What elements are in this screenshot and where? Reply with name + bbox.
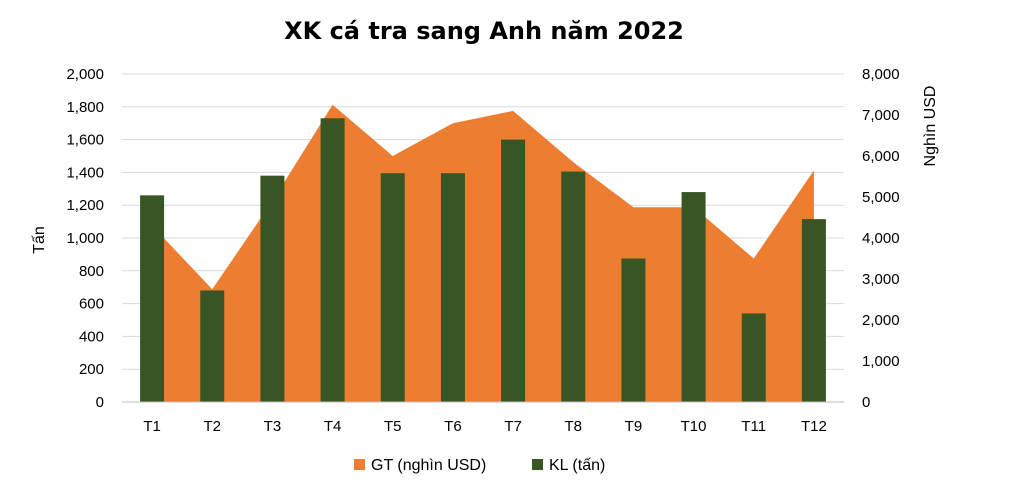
right-tick-label: 1,000 [862, 353, 900, 370]
right-tick-label: 5,000 [862, 189, 900, 206]
x-tick-label: T10 [681, 418, 707, 435]
right-tick-label: 2,000 [862, 312, 900, 329]
x-tick-label: T9 [625, 418, 643, 435]
right-tick-label: 7,000 [862, 107, 900, 124]
legend-label: KL (tấn) [549, 457, 605, 474]
left-tick-label: 800 [79, 263, 104, 280]
right-tick-label: 4,000 [862, 230, 900, 247]
legend: GT (nghìn USD) KL (tấn) [354, 457, 605, 474]
legend-swatch [532, 459, 543, 470]
x-tick-label: T5 [384, 418, 402, 435]
bar-kl [440, 173, 465, 402]
area-series-gt [152, 104, 814, 402]
bar-kl [380, 173, 405, 402]
left-tick-label: 400 [79, 328, 104, 345]
x-tick-label: T11 [741, 418, 766, 435]
chart-title: XK cá tra sang Anh năm 2022 [284, 17, 684, 45]
x-axis: T1 T2 T3 T4 T5 T6 T7 T8 T9 T10 T11 T12 [122, 401, 844, 435]
bar-kl [200, 290, 225, 402]
x-tick-label: T8 [564, 418, 582, 435]
left-axis-title: Tấn [31, 226, 48, 254]
right-axis-title: Nghìn USD [922, 86, 939, 167]
left-tick-label: 200 [79, 361, 104, 378]
left-tick-label: 1,600 [66, 132, 104, 149]
x-tick-label: T6 [444, 418, 462, 435]
bar-series-layer [140, 118, 826, 402]
left-tick-label: 0 [96, 394, 104, 411]
area-series-layer [152, 104, 814, 402]
x-tick-label: T2 [203, 418, 221, 435]
right-tick-label: 6,000 [862, 148, 900, 165]
right-tick-label: 3,000 [862, 271, 900, 288]
left-axis: 0 200 400 600 800 1,000 1,200 1,400 1,600 1,800 2,… [66, 66, 104, 411]
bar-kl [561, 171, 586, 402]
bar-kl [681, 192, 706, 402]
legend-swatch [354, 459, 365, 470]
bar-kl [140, 195, 165, 402]
bar-kl [801, 219, 826, 402]
legend-label: GT (nghìn USD) [371, 457, 486, 474]
right-tick-label: 8,000 [862, 66, 900, 83]
left-tick-label: 1,400 [66, 164, 104, 181]
left-tick-label: 600 [79, 296, 104, 313]
x-tick-label: T12 [801, 418, 827, 435]
left-tick-label: 1,800 [66, 99, 104, 116]
bar-kl [741, 313, 766, 402]
x-tick-label: T4 [324, 418, 342, 435]
left-tick-label: 1,000 [66, 230, 104, 247]
bar-kl [320, 118, 345, 402]
bar-kl [621, 258, 646, 402]
x-tick-label: T3 [264, 418, 282, 435]
left-tick-label: 2,000 [66, 66, 104, 83]
x-tick-label: T7 [504, 418, 522, 435]
bar-kl [501, 139, 526, 402]
right-axis: 0 1,000 2,000 3,000 4,000 5,000 6,000 7,000 8,00… [862, 66, 900, 411]
right-tick-label: 0 [862, 394, 870, 411]
x-tick-label: T1 [143, 418, 161, 435]
left-tick-label: 1,200 [66, 197, 104, 214]
bar-kl [260, 175, 285, 402]
